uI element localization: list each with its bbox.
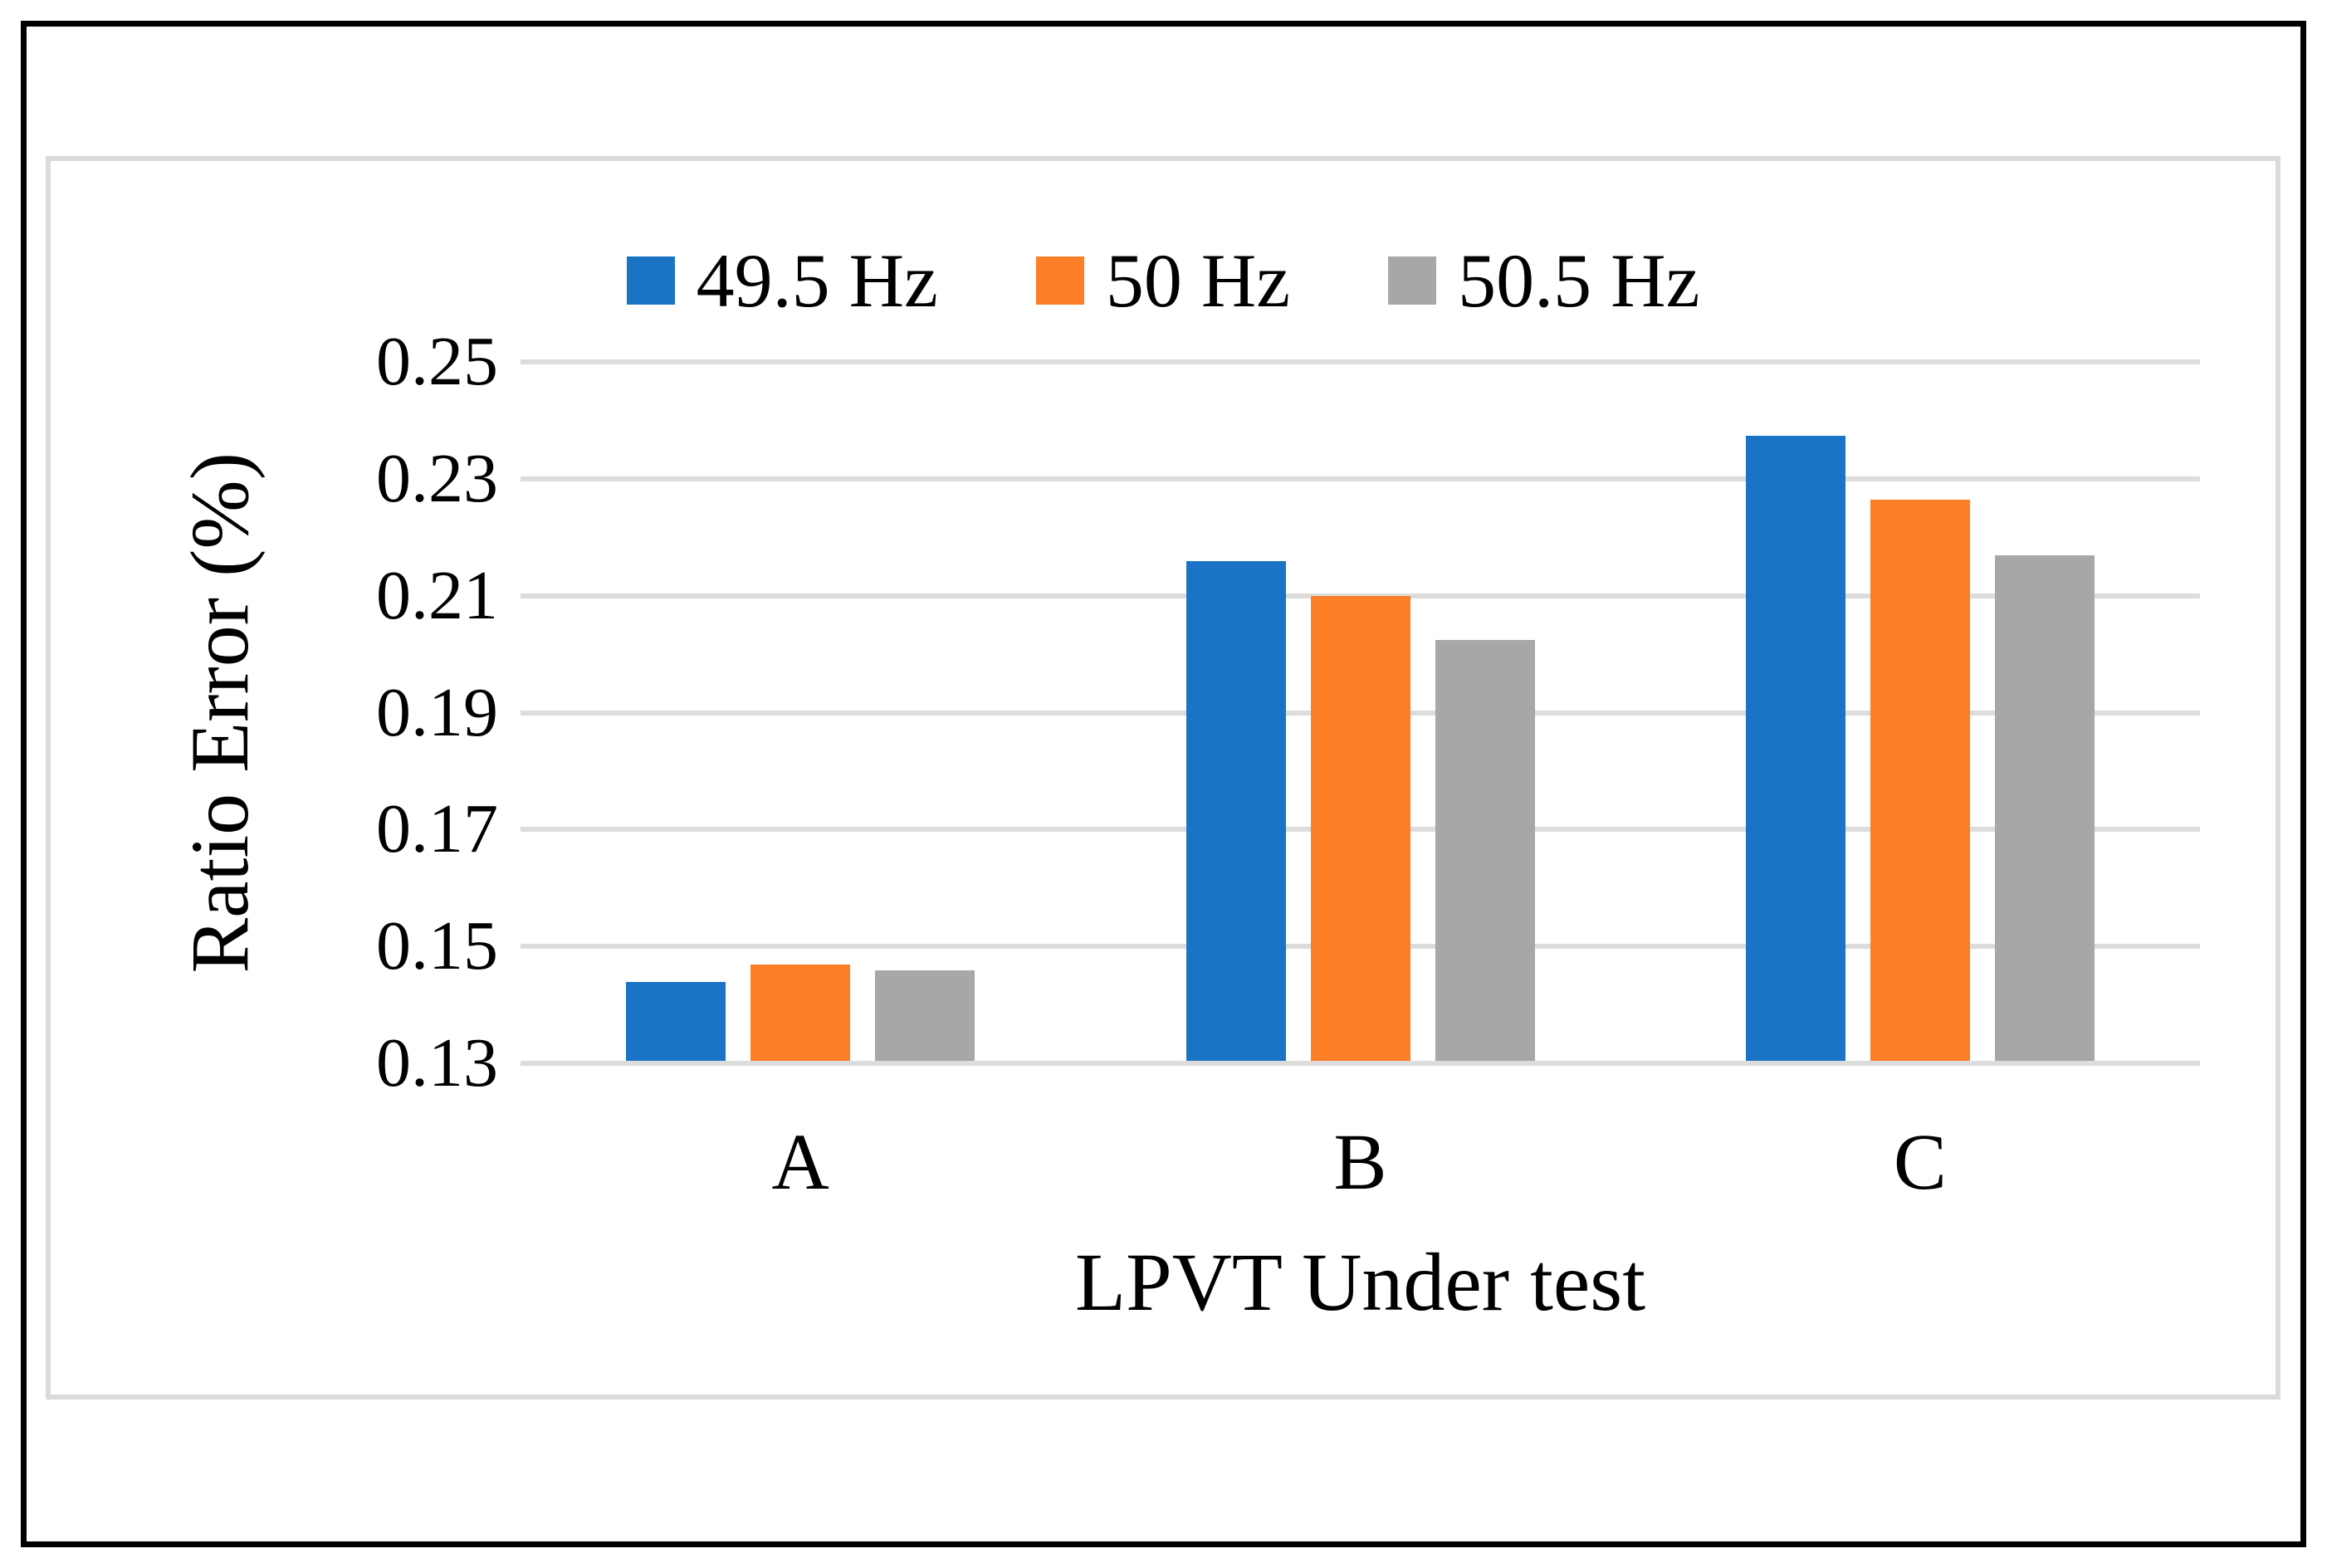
bar-a-50.5-hz <box>875 970 975 1061</box>
legend-label: 49.5 Hz <box>696 238 938 323</box>
x-category-label-c: C <box>1893 1117 1947 1206</box>
bar-a-49.5-hz <box>626 982 726 1061</box>
bar-group-c <box>1745 362 2095 1061</box>
chart-legend: 49.5 Hz 50 Hz 50.5 Hz <box>46 231 2281 330</box>
bar-b-50-hz <box>1310 596 1410 1061</box>
bar-c-49.5-hz <box>1745 436 1845 1061</box>
bar-b-49.5-hz <box>1185 561 1286 1061</box>
y-tick-label: 0.25 <box>376 323 498 400</box>
legend-swatch-icon <box>1388 256 1437 305</box>
x-axis-title: LPVT Under test <box>1075 1236 1645 1328</box>
gridline <box>521 359 2200 364</box>
legend-label: 50 Hz <box>1105 238 1291 323</box>
legend-label: 50.5 Hz <box>1458 238 1700 323</box>
y-tick-label: 0.21 <box>376 556 498 634</box>
gridline <box>521 593 2200 598</box>
x-axis-baseline <box>521 1061 2200 1066</box>
y-tick-label: 0.19 <box>376 673 498 751</box>
bar-a-50-hz <box>750 965 851 1061</box>
gridline <box>521 476 2200 481</box>
x-category-label-b: B <box>1333 1117 1387 1206</box>
legend-item-49.5-hz: 49.5 Hz <box>626 238 938 323</box>
y-axis-tick-labels: 0.25 0.23 0.21 0.19 0.17 0.15 0.13 <box>249 327 498 1098</box>
bar-b-50.5-hz <box>1435 640 1535 1061</box>
y-tick-label: 0.23 <box>376 439 498 517</box>
plot-area <box>521 359 2200 1066</box>
legend-item-50.5-hz: 50.5 Hz <box>1388 242 1699 319</box>
legend-swatch-icon <box>626 256 675 305</box>
bar-c-50.5-hz <box>1994 555 2095 1061</box>
legend-item-50-hz: 50 Hz <box>1035 238 1291 323</box>
bar-group-a <box>626 362 975 1061</box>
bar-c-50-hz <box>1870 500 1970 1061</box>
bar-group-b <box>1185 362 1535 1061</box>
legend-swatch-icon <box>1035 256 1084 305</box>
y-tick-label: 0.13 <box>376 1024 498 1102</box>
y-tick-label: 0.15 <box>376 907 498 985</box>
y-tick-label: 0.17 <box>376 790 498 868</box>
x-category-label-a: A <box>771 1117 829 1206</box>
